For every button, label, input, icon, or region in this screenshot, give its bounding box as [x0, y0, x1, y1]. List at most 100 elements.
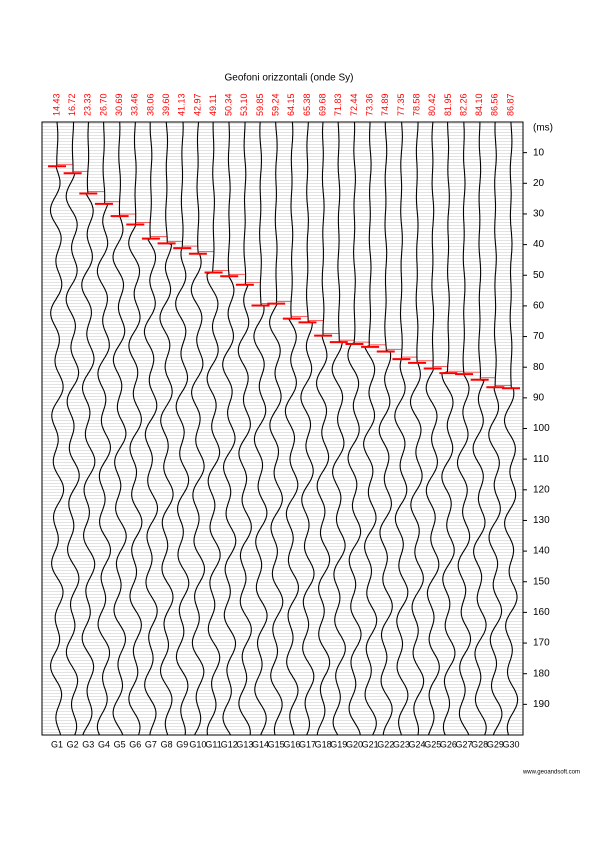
- pick-label: 42.97: [192, 93, 202, 116]
- trace: [441, 122, 456, 736]
- pick-label: 69.68: [318, 93, 328, 116]
- trace: [269, 121, 284, 736]
- pick-label: 77.35: [396, 93, 406, 116]
- x-tick-label: G12: [221, 739, 238, 749]
- pick-label: 41.13: [177, 93, 187, 116]
- x-tick-label: G1: [51, 739, 63, 749]
- pick-label: 23.33: [83, 93, 93, 116]
- pick-label: 78.58: [411, 93, 421, 116]
- pick-label: 72.44: [349, 93, 359, 116]
- y-tick-label: 70: [533, 331, 545, 342]
- y-tick-label: 130: [533, 515, 550, 526]
- trace: [300, 121, 315, 736]
- trace: [143, 122, 159, 736]
- y-tick-label: 30: [533, 209, 545, 220]
- y-tick-label: 40: [533, 239, 545, 250]
- pick-label: 59.24: [271, 93, 281, 116]
- trace: [96, 122, 112, 736]
- x-tick-label: G30: [502, 739, 519, 749]
- x-tick-label: G18: [315, 739, 332, 749]
- trace: [112, 121, 127, 736]
- y-tick-label: 50: [533, 270, 545, 281]
- x-tick-label: G17: [299, 739, 316, 749]
- footer: www.geoandsoft.com: [522, 770, 580, 776]
- trace: [237, 122, 252, 736]
- trace: [503, 121, 519, 736]
- x-tick-label: G24: [409, 739, 426, 749]
- pick-label: 71.83: [333, 93, 343, 116]
- pick-label: 86.87: [505, 93, 515, 116]
- x-tick-label: G13: [236, 739, 253, 749]
- trace: [159, 121, 174, 736]
- pick-label: 50.34: [224, 93, 234, 116]
- x-tick-label: G28: [471, 739, 488, 749]
- y-tick-label: 180: [533, 668, 550, 679]
- chart-title: Geofoni orizzontali (onde Sy): [225, 73, 354, 84]
- x-tick-label: G4: [98, 739, 110, 749]
- pick-label: 84.10: [474, 93, 484, 116]
- y-tick-label: 190: [533, 699, 550, 710]
- trace: [65, 122, 80, 736]
- x-tick-label: G9: [176, 739, 188, 749]
- pick-label: 65.38: [302, 93, 312, 116]
- x-tick-label: G26: [440, 739, 457, 749]
- pick-label: 59.85: [255, 93, 265, 116]
- x-tick-label: G5: [114, 739, 126, 749]
- trace: [394, 121, 409, 736]
- pick-label: 33.46: [130, 93, 140, 116]
- x-tick-label: G6: [129, 739, 141, 749]
- y-tick-label: 20: [533, 178, 545, 189]
- x-tick-label: G21: [362, 739, 379, 749]
- trace: [488, 122, 503, 736]
- trace: [206, 121, 221, 736]
- trace: [363, 121, 378, 736]
- x-tick-label: G3: [82, 739, 94, 749]
- trace: [190, 121, 206, 736]
- pick-label: 74.89: [380, 93, 390, 116]
- y-tick-label: 90: [533, 392, 545, 403]
- y-tick-label: 80: [533, 362, 545, 373]
- pick-label: 80.42: [427, 93, 437, 116]
- y-tick-label: 170: [533, 638, 550, 649]
- pick-label: 38.06: [145, 93, 155, 116]
- pick-label: 73.36: [364, 93, 374, 116]
- pick-label: 39.60: [161, 93, 171, 116]
- x-tick-label: G23: [393, 739, 410, 749]
- trace: [472, 122, 487, 736]
- x-tick-label: G15: [268, 739, 285, 749]
- y-tick-label: 160: [533, 607, 550, 618]
- y-tick-label: 150: [533, 576, 550, 587]
- y-tick-label: 120: [533, 484, 550, 495]
- pick-label: 30.69: [114, 93, 124, 116]
- y-axis-label: (ms): [533, 123, 553, 134]
- x-tick-label: G10: [189, 739, 206, 749]
- trace: [425, 121, 440, 736]
- x-tick-label: G8: [161, 739, 173, 749]
- pick-label: 16.72: [67, 93, 77, 116]
- y-tick-label: 10: [533, 147, 545, 158]
- trace: [253, 121, 268, 736]
- x-tick-label: G25: [424, 739, 441, 749]
- trace: [378, 122, 393, 736]
- x-tick-label: G22: [377, 739, 394, 749]
- pick-label: 81.95: [443, 93, 453, 116]
- x-tick-label: G29: [487, 739, 504, 749]
- trace: [347, 122, 362, 736]
- pick-label: 53.10: [239, 93, 249, 116]
- pick-label: 49.11: [208, 94, 218, 116]
- trace: [409, 122, 425, 736]
- trace: [81, 121, 96, 736]
- x-tick-label: G11: [205, 739, 221, 749]
- y-tick-label: 140: [533, 546, 550, 557]
- pick-label: 64.15: [286, 93, 296, 116]
- y-tick-label: 60: [533, 301, 545, 312]
- trace: [175, 121, 190, 736]
- x-tick-label: G2: [67, 739, 79, 749]
- x-tick-label: G27: [456, 739, 473, 749]
- x-tick-label: G7: [145, 739, 157, 749]
- trace: [316, 121, 331, 736]
- pick-label: 14.43: [51, 93, 61, 116]
- trace: [49, 121, 65, 736]
- y-tick-label: 110: [533, 454, 549, 465]
